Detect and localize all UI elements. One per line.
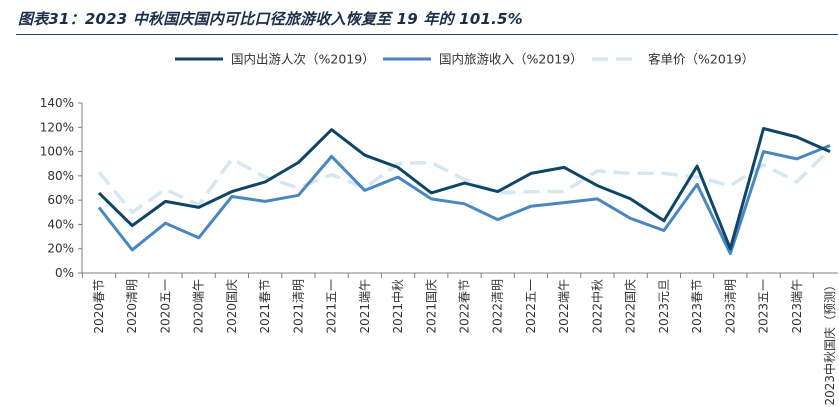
series-line-2 bbox=[97, 144, 831, 256]
x-tick-label: 2023元旦 bbox=[657, 279, 671, 334]
y-tick-label: 80% bbox=[47, 169, 74, 183]
x-tick-label: 2022清明 bbox=[491, 279, 505, 334]
x-tick-label: 2020端午 bbox=[192, 279, 206, 334]
x-tick-label: 2020春节 bbox=[92, 279, 106, 334]
x-tick-label: 2021中秋 bbox=[390, 279, 405, 334]
legend: 国内出游人次（%2019） 国内旅游收入（%2019） 客单价（%2019） bbox=[175, 52, 754, 67]
legend-label-2: 国内旅游收入（%2019） bbox=[439, 52, 583, 67]
y-tick-label: 60% bbox=[47, 193, 74, 207]
x-tick-label: 2021清明 bbox=[291, 279, 305, 334]
x-tick-label: 2021春节 bbox=[258, 279, 272, 334]
series-lines bbox=[97, 127, 832, 256]
x-tick-label: 2021国庆 bbox=[424, 279, 438, 334]
chart-title: 图表31：2023 中秋国庆国内可比口径旅游收入恢复至 19 年的 101.5% bbox=[18, 10, 523, 28]
y-tick-label: 20% bbox=[47, 242, 74, 256]
title-rule bbox=[16, 34, 838, 35]
y-tick-labels: 0% 20% 40% 60% 80% 100% 120% 140% bbox=[40, 96, 74, 280]
y-tick-label: 40% bbox=[47, 217, 74, 231]
x-tick-label: 2022春节 bbox=[458, 279, 472, 334]
x-tick-label: 2021端午 bbox=[358, 279, 372, 334]
x-tick-labels: 2020春节 2020清明 2020五一 2020端午 2020国庆 2021春节 2021… bbox=[92, 279, 837, 406]
x-tick-label: 2023清明 bbox=[723, 279, 737, 334]
x-tick-label: 2023春节 bbox=[690, 279, 704, 334]
x-tick-label: 2020国庆 bbox=[225, 279, 239, 334]
x-tick-label: 2022端午 bbox=[557, 279, 571, 334]
axes bbox=[78, 102, 838, 278]
y-tick-label: 100% bbox=[40, 145, 74, 159]
legend-label-1: 国内出游人次（%2019） bbox=[231, 52, 375, 67]
x-tick-label: 2020清明 bbox=[125, 279, 139, 334]
series-line-1 bbox=[97, 127, 831, 251]
x-tick-label: 2023中秋国庆（预测） bbox=[822, 279, 837, 406]
x-tick-label: 2023端午 bbox=[790, 279, 804, 334]
y-tick-label: 0% bbox=[55, 266, 74, 280]
y-tick-label: 120% bbox=[40, 120, 74, 134]
x-tick-label: 2022中秋 bbox=[589, 279, 604, 334]
x-tick-label: 2021五一 bbox=[325, 279, 339, 334]
x-tick-label: 2022国庆 bbox=[624, 279, 638, 334]
legend-label-3: 客单价（%2019） bbox=[648, 52, 754, 67]
y-tick-label: 140% bbox=[40, 96, 74, 110]
x-tick-label: 2022五一 bbox=[524, 279, 538, 334]
x-tick-label: 2023五一 bbox=[757, 279, 771, 334]
x-tick-label: 2020五一 bbox=[158, 279, 172, 334]
series-line-3 bbox=[97, 147, 832, 215]
